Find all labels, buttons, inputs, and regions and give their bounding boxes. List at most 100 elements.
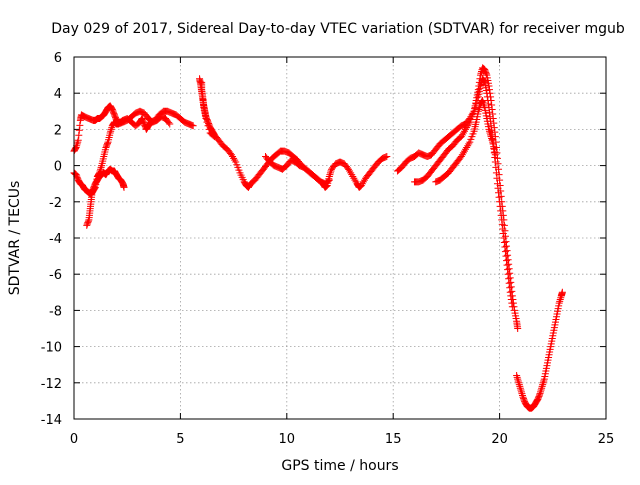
- data-point: [76, 121, 84, 129]
- data-point: [84, 217, 92, 225]
- data-point: [491, 158, 499, 166]
- data-point: [507, 292, 515, 300]
- data-point: [458, 151, 466, 159]
- data-point: [536, 390, 544, 398]
- data-point: [203, 118, 211, 126]
- data-point: [231, 156, 239, 164]
- data-point: [463, 144, 471, 151]
- data-point: [383, 153, 391, 161]
- data-point: [493, 174, 501, 182]
- data-point: [495, 189, 503, 197]
- x-tick-label: 15: [385, 432, 402, 447]
- data-point: [508, 287, 516, 295]
- data-point: [505, 260, 513, 268]
- data-point: [326, 171, 334, 179]
- y-tick-label: 0: [54, 160, 62, 175]
- data-point: [489, 138, 497, 146]
- data-point: [513, 372, 521, 380]
- data-point: [505, 279, 513, 287]
- data-point: [516, 382, 524, 390]
- data-point: [474, 107, 482, 115]
- data-point: [209, 132, 217, 140]
- y-tick-label: -4: [49, 232, 62, 247]
- data-point: [349, 172, 357, 180]
- data-point: [517, 388, 525, 396]
- data-point: [106, 129, 114, 137]
- data-point: [351, 176, 359, 184]
- data-point: [229, 153, 237, 161]
- y-tick-label: 6: [54, 51, 62, 66]
- data-point: [539, 379, 547, 387]
- data-point: [537, 386, 545, 394]
- data-point: [505, 275, 513, 283]
- data-point: [326, 169, 334, 177]
- data-point: [498, 216, 506, 224]
- data-point: [97, 165, 105, 173]
- data-point: [476, 82, 484, 90]
- data-point: [539, 381, 547, 389]
- data-point: [504, 266, 512, 274]
- data-point: [537, 388, 545, 396]
- data-point: [75, 131, 83, 139]
- data-point: [505, 265, 513, 273]
- data-point: [480, 100, 488, 108]
- data-point: [538, 382, 546, 390]
- data-point: [518, 391, 526, 399]
- data-point: [74, 138, 82, 146]
- data-point: [107, 125, 115, 133]
- data-point: [508, 303, 516, 311]
- data-point: [457, 153, 465, 161]
- data-point: [71, 145, 79, 153]
- data-point: [166, 120, 174, 128]
- data-point: [501, 248, 509, 256]
- x-tick-label: 10: [279, 432, 296, 447]
- data-point: [459, 149, 467, 157]
- data-point: [486, 129, 494, 137]
- data-point: [460, 147, 468, 155]
- data-point: [346, 167, 354, 175]
- data-point: [502, 252, 510, 260]
- data-point: [503, 257, 511, 265]
- data-point: [189, 122, 197, 130]
- data-point: [493, 180, 501, 188]
- data-point: [210, 133, 218, 141]
- data-point: [462, 145, 470, 153]
- data-point: [460, 127, 468, 135]
- y-axis-label: SDTVAR / TECUs: [7, 181, 23, 296]
- data-marks: [70, 64, 566, 412]
- data-point: [107, 104, 115, 112]
- data-series: [432, 96, 499, 186]
- grid: [74, 57, 606, 419]
- data-point: [230, 154, 238, 162]
- data-point: [497, 211, 505, 219]
- data-point: [514, 325, 522, 332]
- data-point: [476, 71, 484, 79]
- data-series: [262, 153, 333, 188]
- data-point: [483, 93, 491, 101]
- data-point: [347, 169, 355, 177]
- data-point: [107, 127, 115, 135]
- data-series: [70, 102, 197, 155]
- data-point: [480, 77, 488, 85]
- data-point: [506, 274, 514, 282]
- data-point: [515, 381, 523, 389]
- y-tick-label: 4: [54, 87, 62, 102]
- data-point: [504, 251, 512, 259]
- data-point: [348, 171, 356, 179]
- data-point: [165, 119, 173, 127]
- data-point: [485, 108, 493, 116]
- data-point: [507, 283, 515, 291]
- y-tick-label: -14: [41, 413, 62, 428]
- data-point: [475, 105, 483, 113]
- x-tick-label: 20: [491, 432, 508, 447]
- data-point: [491, 151, 499, 159]
- data-point: [514, 375, 522, 383]
- data-point: [503, 247, 511, 255]
- y-tick-label: -8: [49, 304, 62, 319]
- data-point: [488, 136, 496, 144]
- data-point: [327, 167, 335, 175]
- data-point: [514, 377, 522, 385]
- data-point: [480, 102, 488, 110]
- data-point: [350, 174, 358, 182]
- data-point: [494, 184, 502, 192]
